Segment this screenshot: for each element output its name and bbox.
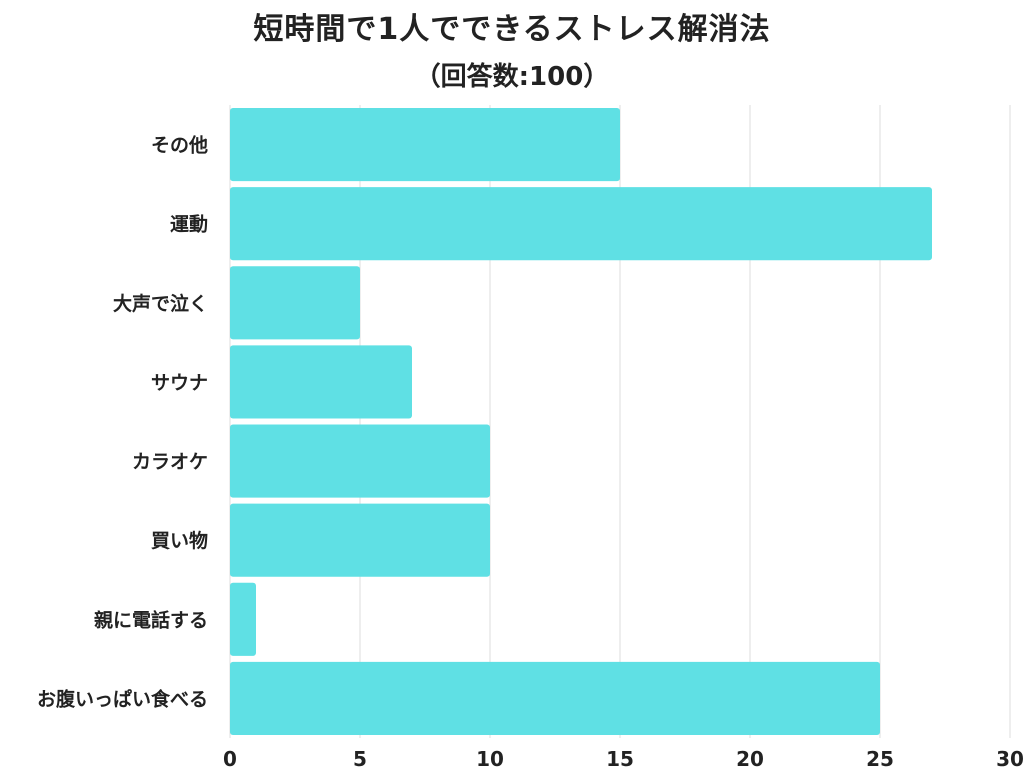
chart-title: 短時間で1人でできるストレス解消法: [253, 12, 771, 47]
x-tick-label: 25: [866, 747, 894, 768]
category-label: 親に電話する: [94, 608, 208, 631]
chart-subtitle: （回答数:100）: [414, 62, 610, 92]
bar: [230, 424, 490, 498]
category-label: お腹いっぱい食べる: [37, 687, 208, 710]
bar: [230, 345, 412, 419]
x-tick-label: 10: [476, 747, 504, 768]
x-tick-label-layer: 0 5 10 15 20 25 30: [223, 747, 1024, 768]
bar: [230, 503, 490, 577]
x-tick-label: 30: [996, 747, 1024, 768]
bar: [230, 661, 880, 735]
bar: [230, 582, 256, 656]
category-label: カラオケ: [132, 451, 208, 473]
category-label: 運動: [170, 214, 208, 236]
category-label: 大声で泣く: [113, 292, 208, 315]
category-label: 買い物: [151, 529, 208, 552]
x-tick-label: 5: [353, 747, 367, 768]
x-tick-label: 15: [606, 747, 634, 768]
category-label: サウナ: [151, 372, 208, 394]
bar: [230, 266, 360, 340]
x-tick-label: 20: [736, 747, 764, 768]
bar: [230, 108, 620, 182]
bar: [230, 187, 932, 261]
category-label: その他: [151, 134, 208, 157]
bar-layer: [230, 108, 932, 735]
x-tick-label: 0: [223, 747, 237, 768]
